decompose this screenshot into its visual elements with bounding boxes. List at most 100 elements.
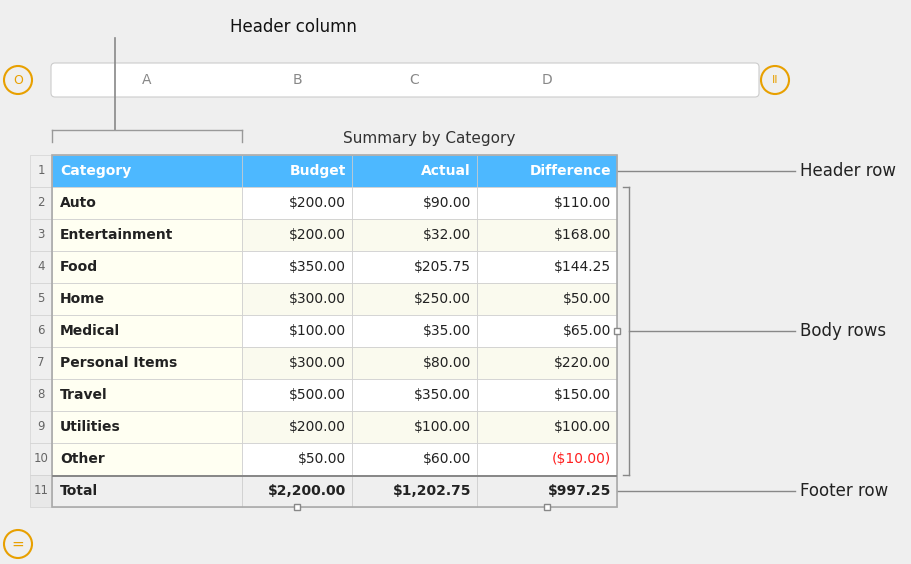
Bar bbox=[52, 379, 241, 411]
Bar bbox=[241, 315, 352, 347]
Text: $205.75: $205.75 bbox=[414, 260, 470, 274]
Bar bbox=[352, 347, 476, 379]
Text: Entertainment: Entertainment bbox=[60, 228, 173, 242]
Text: ($10.00): ($10.00) bbox=[551, 452, 610, 466]
Text: Header row: Header row bbox=[799, 162, 895, 180]
Bar bbox=[52, 475, 241, 507]
Bar bbox=[543, 504, 549, 510]
Text: $50.00: $50.00 bbox=[562, 292, 610, 306]
Bar bbox=[30, 155, 52, 187]
FancyBboxPatch shape bbox=[51, 63, 758, 97]
Text: $65.00: $65.00 bbox=[562, 324, 610, 338]
Bar bbox=[352, 283, 476, 315]
Bar bbox=[241, 251, 352, 283]
Text: $200.00: $200.00 bbox=[289, 420, 345, 434]
Bar bbox=[30, 379, 52, 411]
Text: 2: 2 bbox=[37, 196, 45, 209]
Text: $100.00: $100.00 bbox=[414, 420, 470, 434]
Bar bbox=[30, 283, 52, 315]
Bar bbox=[30, 475, 52, 507]
Bar bbox=[52, 347, 241, 379]
Text: Category: Category bbox=[60, 164, 131, 178]
Text: Utilities: Utilities bbox=[60, 420, 120, 434]
Text: $144.25: $144.25 bbox=[553, 260, 610, 274]
Text: Home: Home bbox=[60, 292, 105, 306]
Bar bbox=[52, 251, 241, 283]
Bar bbox=[476, 347, 617, 379]
Text: 5: 5 bbox=[37, 293, 45, 306]
Text: $50.00: $50.00 bbox=[297, 452, 345, 466]
Text: =: = bbox=[12, 536, 25, 552]
Bar bbox=[241, 187, 352, 219]
Bar bbox=[352, 379, 476, 411]
Text: $350.00: $350.00 bbox=[289, 260, 345, 274]
Text: $32.00: $32.00 bbox=[423, 228, 470, 242]
Text: Difference: Difference bbox=[528, 164, 610, 178]
Bar bbox=[241, 283, 352, 315]
Text: $60.00: $60.00 bbox=[422, 452, 470, 466]
Text: $90.00: $90.00 bbox=[422, 196, 470, 210]
Bar bbox=[52, 155, 617, 507]
Text: $1,202.75: $1,202.75 bbox=[392, 484, 470, 498]
Bar bbox=[352, 251, 476, 283]
Bar bbox=[476, 379, 617, 411]
Text: 1: 1 bbox=[37, 165, 45, 178]
Text: Summary by Category: Summary by Category bbox=[343, 130, 515, 146]
Bar bbox=[241, 411, 352, 443]
Text: 7: 7 bbox=[37, 356, 45, 369]
Text: 6: 6 bbox=[37, 324, 45, 337]
Bar bbox=[241, 155, 352, 187]
Bar bbox=[30, 411, 52, 443]
Bar bbox=[30, 219, 52, 251]
Bar bbox=[30, 251, 52, 283]
Text: $200.00: $200.00 bbox=[289, 228, 345, 242]
Text: $200.00: $200.00 bbox=[289, 196, 345, 210]
Bar bbox=[476, 283, 617, 315]
Bar bbox=[613, 328, 619, 334]
Bar bbox=[52, 475, 617, 477]
Text: $168.00: $168.00 bbox=[553, 228, 610, 242]
Text: Travel: Travel bbox=[60, 388, 107, 402]
Text: $997.25: $997.25 bbox=[547, 484, 610, 498]
Text: $250.00: $250.00 bbox=[414, 292, 470, 306]
Bar bbox=[352, 411, 476, 443]
Bar bbox=[52, 219, 241, 251]
Text: $35.00: $35.00 bbox=[423, 324, 470, 338]
Bar bbox=[476, 219, 617, 251]
Bar bbox=[352, 219, 476, 251]
Text: $300.00: $300.00 bbox=[289, 356, 345, 370]
Text: Food: Food bbox=[60, 260, 98, 274]
Bar bbox=[52, 411, 241, 443]
Text: Footer row: Footer row bbox=[799, 482, 887, 500]
Bar bbox=[352, 187, 476, 219]
Text: B: B bbox=[292, 73, 302, 87]
Bar bbox=[476, 155, 617, 187]
Bar bbox=[352, 315, 476, 347]
Bar bbox=[30, 443, 52, 475]
Text: $80.00: $80.00 bbox=[422, 356, 470, 370]
Text: $100.00: $100.00 bbox=[289, 324, 345, 338]
Text: 8: 8 bbox=[37, 389, 45, 402]
Text: Medical: Medical bbox=[60, 324, 120, 338]
Bar bbox=[476, 251, 617, 283]
Text: $110.00: $110.00 bbox=[553, 196, 610, 210]
Text: Total: Total bbox=[60, 484, 98, 498]
Bar bbox=[52, 315, 241, 347]
Bar bbox=[476, 443, 617, 475]
Text: Auto: Auto bbox=[60, 196, 97, 210]
Text: Personal Items: Personal Items bbox=[60, 356, 177, 370]
Bar bbox=[352, 155, 476, 187]
Bar bbox=[293, 504, 300, 510]
Text: $150.00: $150.00 bbox=[553, 388, 610, 402]
Text: 3: 3 bbox=[37, 228, 45, 241]
Text: 10: 10 bbox=[34, 452, 48, 465]
Text: 9: 9 bbox=[37, 421, 45, 434]
Bar bbox=[241, 475, 352, 507]
Bar bbox=[52, 187, 241, 219]
Text: $100.00: $100.00 bbox=[553, 420, 610, 434]
Bar bbox=[476, 187, 617, 219]
Bar bbox=[241, 443, 352, 475]
Bar bbox=[476, 315, 617, 347]
Text: Other: Other bbox=[60, 452, 105, 466]
Text: Budget: Budget bbox=[290, 164, 345, 178]
